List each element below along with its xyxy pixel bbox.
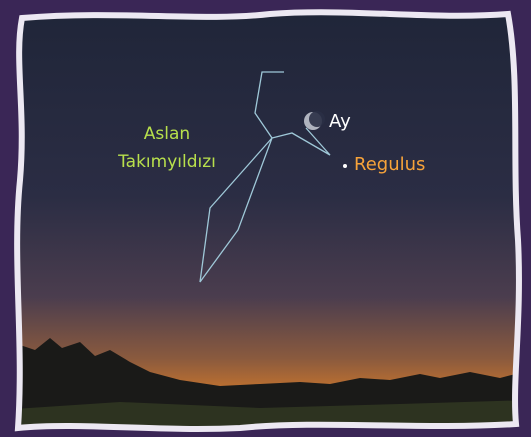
sky — [0, 0, 531, 437]
constellation-label: Takımyıldızı — [117, 152, 216, 172]
star-label: Regulus — [354, 154, 425, 175]
moon-label: Ay — [329, 111, 351, 132]
sky-scene: Aslan Takımyıldızı Ay Regulus — [0, 0, 531, 437]
constellation-label: Aslan — [144, 124, 190, 144]
regulus-star — [343, 164, 347, 168]
moon-shadow — [309, 111, 325, 127]
